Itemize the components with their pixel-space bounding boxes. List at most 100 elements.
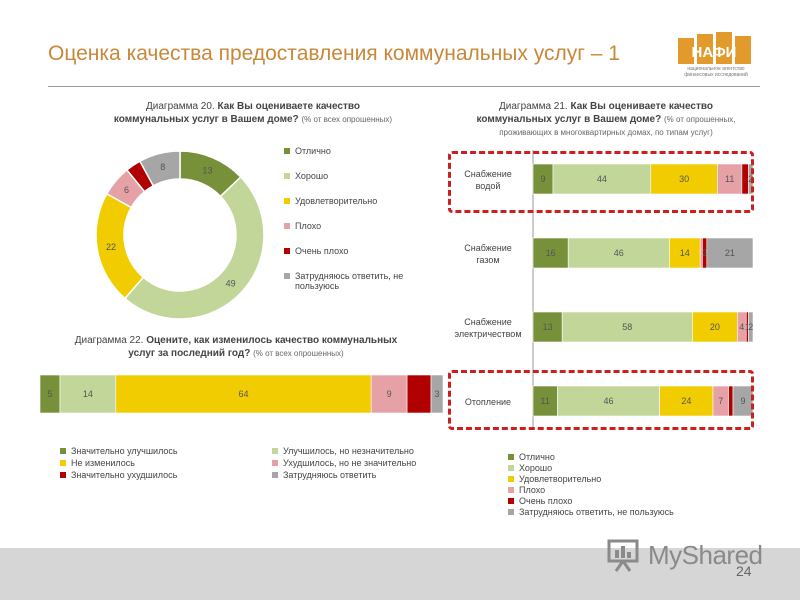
diagram20-legend-item: Удовлетворительно (284, 196, 424, 206)
diagram20-caption-note: (% от всех опрошенных) (301, 115, 393, 124)
diagram21-value-label: 46 (614, 248, 624, 258)
diagram21-value-label: 20 (710, 322, 720, 332)
diagram21-legend-label: Удовлетворительно (519, 474, 602, 484)
diagram20-legend-swatch (284, 273, 290, 279)
diagram20-legend-label: Плохо (295, 221, 322, 231)
diagram20-caption: Диаграмма 20. Как Вы оцениваете качество… (88, 100, 418, 126)
diagram20-legend-label: Очень плохо (295, 246, 349, 256)
diagram21-value-label: 44 (597, 174, 607, 184)
diagram22-stacked-bar-chart: 5 14 64 9 3 (40, 374, 444, 414)
diagram22-legend-label: Значительно улучшилось (71, 446, 178, 456)
diagram21-value-label: 9 (740, 396, 745, 406)
diagram21-bar-затрудняюсь-ответить-не-пользуюсь (748, 311, 754, 343)
diagram21-bar-плохо (717, 163, 743, 195)
watermark-text: MyShared (648, 540, 763, 570)
diagram21-value-label: 1 (745, 322, 750, 332)
diagram21-caption-bold1: Как Вы оцениваете качество (570, 101, 713, 112)
diagram22-caption-bold2: услуг за последний год? (128, 348, 251, 359)
highlight-heating (448, 370, 754, 430)
diagram21-value-label: 30 (679, 174, 689, 184)
diagram20-legend-label: Затрудняюсь ответить, не пользуюсь (295, 271, 404, 291)
diagram20-legend-swatch (284, 223, 290, 229)
diagram20-legend-swatch (284, 173, 290, 179)
diagram21-bar-хорошо (567, 237, 670, 269)
diagram21-value-label: 2 (748, 174, 753, 184)
diagram21-legend-label: Отлично (519, 452, 555, 462)
diagram22-legend-swatch (272, 448, 278, 454)
diagram21-category-label: Снабжение (464, 243, 512, 253)
diagram20-caption-prefix: Диаграмма 20. (146, 101, 215, 112)
diagram21-legend-item: Хорошо (508, 463, 748, 473)
diagram21-value-label: 46 (604, 396, 614, 406)
diagram21-legend-label: Хорошо (519, 463, 553, 473)
logo-subtitle-1: национальное агентство (687, 66, 744, 72)
logo-block-2 (697, 34, 713, 64)
diagram22-bar-затрудняюсь-ответить (430, 374, 444, 414)
diagram22-value-label: 14 (83, 389, 93, 399)
donut-label-отлично: 13 (203, 166, 213, 176)
footer-band (0, 548, 800, 600)
diagram22-legend-swatch (272, 472, 278, 478)
diagram21-legend-swatch (508, 476, 514, 482)
diagram21-caption-bold2: коммунальных услуг в Вашем доме? (476, 114, 662, 125)
diagram22-legend-item: Значительно улучшилось (60, 446, 272, 456)
diagram21-value-label: 2 (748, 322, 753, 332)
diagram21-legend-label: Плохо (519, 485, 546, 495)
diagram21-value-label: 58 (622, 322, 632, 332)
diagram20-legend-swatch (284, 198, 290, 204)
donut-label-хорошо: 49 (226, 278, 236, 288)
diagram22-legend-label: Улучшилось, но незначительно (283, 446, 414, 456)
diagram21-bar-удовлетворительно (692, 311, 738, 343)
diagram22-legend: Значительно улучшилось Улучшилось, но нез… (60, 446, 460, 480)
diagram21-category-label: Отопление (465, 397, 511, 407)
diagram21-bar-отлично (532, 311, 563, 343)
donut-slice-затрудняюсь-ответить-не-пользуюсь (138, 150, 181, 187)
diagram21-legend-item: Отлично (508, 452, 748, 462)
diagram20-legend-swatch (284, 148, 290, 154)
diagram21-legend-swatch (508, 509, 514, 515)
diagram21-value-label: 13 (543, 322, 553, 332)
diagram21-stacked-bar-chart: Снабжение водой 9 44 30 11 2 Снабжение газом 16 46… (454, 150, 754, 430)
diagram21-legend-item: Затрудняюсь ответить, не пользуюсь (508, 507, 748, 517)
diagram22-legend-swatch (272, 460, 278, 466)
donut-label-удовлетворительно: 22 (106, 242, 116, 252)
diagram21-bar-удовлетворительно (650, 163, 718, 195)
diagram21-legend-item: Плохо (508, 485, 748, 495)
diagram20-caption-bold2: коммунальных услуг в Вашем доме? (113, 114, 299, 125)
diagram21-bar-хорошо (557, 385, 660, 417)
diagram22-caption-note: (% от всех опрошенных) (253, 349, 344, 358)
diagram22-value-label: 3 (435, 389, 440, 399)
diagram22-legend-label: Затрудняюсь ответить (283, 470, 377, 480)
diagram22-legend-item: Улучшилось, но незначительно (272, 446, 460, 456)
diagram20-legend-item: Отлично (284, 146, 424, 156)
diagram21-legend: Отлично Хорошо Удовлетворительно Плохо Очень… (508, 452, 748, 518)
diagram20-legend-label: Отлично (295, 146, 331, 156)
diagram21-category-label: газом (476, 255, 499, 265)
diagram21-bar-хорошо (561, 311, 693, 343)
diagram22-value-label: 64 (238, 389, 248, 399)
diagram21-value-label: 24 (681, 396, 691, 406)
donut-label-плохо: 6 (124, 185, 129, 195)
diagram21-value-label: 4 (739, 322, 744, 332)
diagram21-value-label: 16 (546, 248, 556, 258)
diagram22-caption-bold1: Оцените, как изменилось качество коммуна… (146, 335, 398, 346)
highlight-water-supply (448, 151, 754, 213)
diagram22-legend-swatch (60, 460, 66, 466)
diagram22-bar-не-изменилось (115, 374, 372, 414)
diagram22-legend-item: Затрудняюсь ответить (272, 470, 460, 480)
title-divider (48, 86, 760, 87)
page-number: 24 (736, 563, 752, 579)
diagram22-caption: Диаграмма 22. Оцените, как изменилось ка… (46, 334, 426, 360)
diagram21-category-label: Снабжение (464, 169, 512, 179)
donut-slice-удовлетворительно (95, 192, 145, 300)
diagram22-bar-значительно-ухудшилось (406, 374, 432, 414)
diagram21-bar-удовлетворительно (669, 237, 701, 269)
diagram21-value-label: 21 (725, 248, 735, 258)
diagram22-legend-swatch (60, 472, 66, 478)
diagram21-value-label: 11 (725, 174, 734, 184)
diagram20-legend-item: Очень плохо (284, 246, 424, 256)
diagram20-legend-item: Хорошо (284, 171, 424, 181)
page-title: Оценка качества предоставления коммуналь… (48, 42, 620, 65)
diagram20-caption-bold1: Как Вы оцениваете качество (217, 101, 360, 112)
diagram22-legend-swatch (60, 448, 66, 454)
